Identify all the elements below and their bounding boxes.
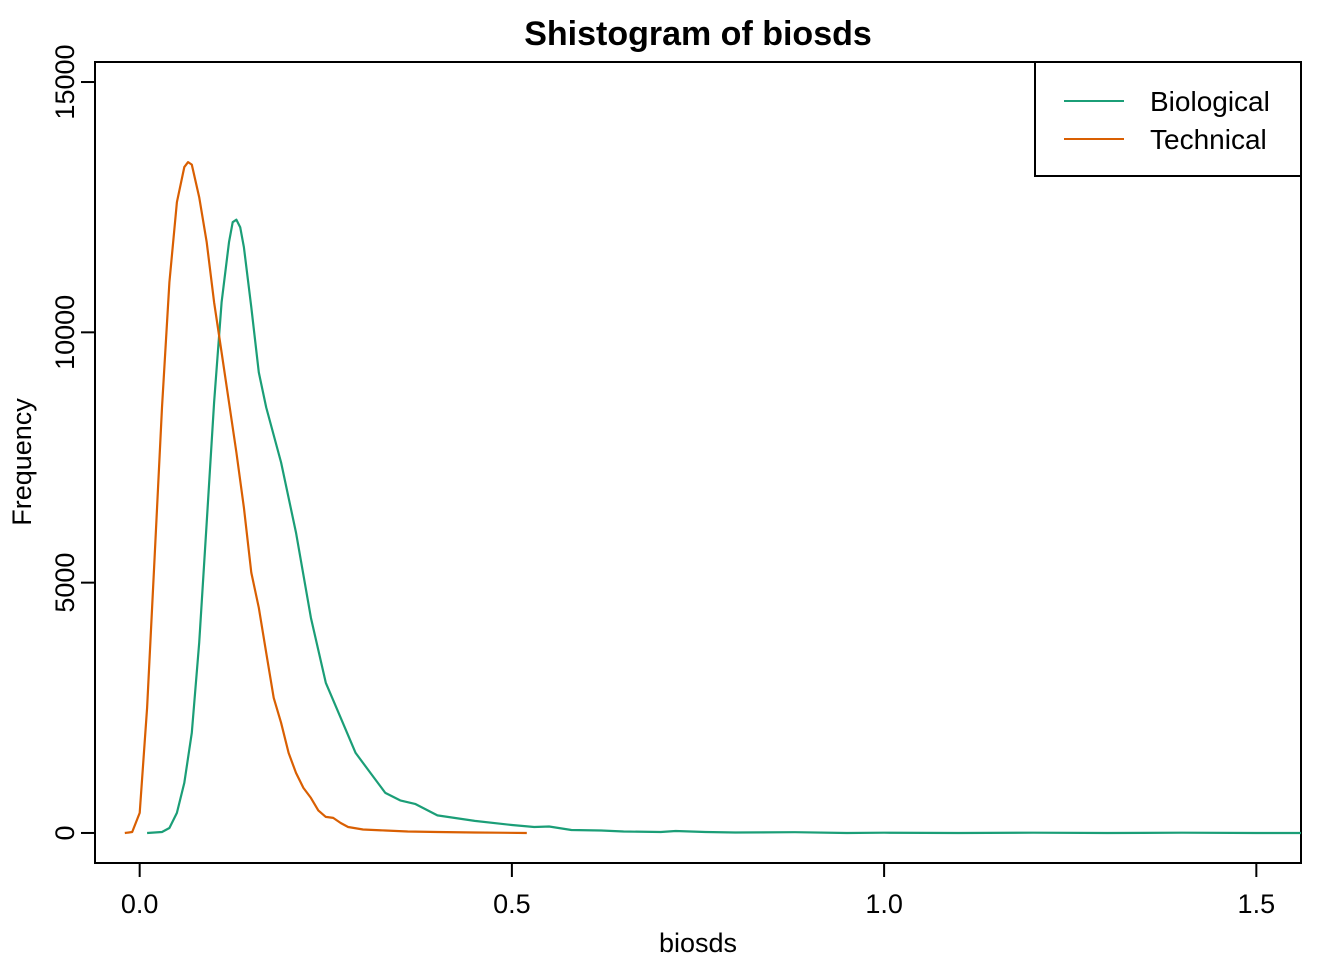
- x-tick-label: 0.5: [493, 889, 531, 919]
- legend: Biological Technical: [1034, 61, 1302, 177]
- y-axis: 0 5000 10000 15000: [50, 44, 96, 840]
- series-line-biological: [147, 218, 1301, 835]
- y-axis-label: Frequency: [7, 398, 37, 526]
- plot-frame: [94, 61, 1302, 864]
- legend-box: [1034, 61, 1302, 177]
- x-tick-label: 1.5: [1238, 889, 1276, 919]
- y-tick-label: 0: [50, 825, 80, 840]
- x-axis-label: biosds: [659, 928, 737, 958]
- legend-label-biological: Biological: [1150, 86, 1270, 117]
- series-group: [124, 161, 1301, 835]
- series-line-technical: [124, 161, 527, 835]
- x-tick-label: 1.0: [865, 889, 903, 919]
- x-axis: 0.0 0.5 1.0 1.5: [121, 862, 1276, 919]
- y-tick-label: 5000: [50, 553, 80, 613]
- y-tick-label: 10000: [50, 295, 80, 370]
- chart-title: Shistogram of biosds: [524, 15, 872, 53]
- legend-label-technical: Technical: [1150, 124, 1267, 155]
- y-tick-label: 15000: [50, 44, 80, 119]
- x-tick-label: 0.0: [121, 889, 159, 919]
